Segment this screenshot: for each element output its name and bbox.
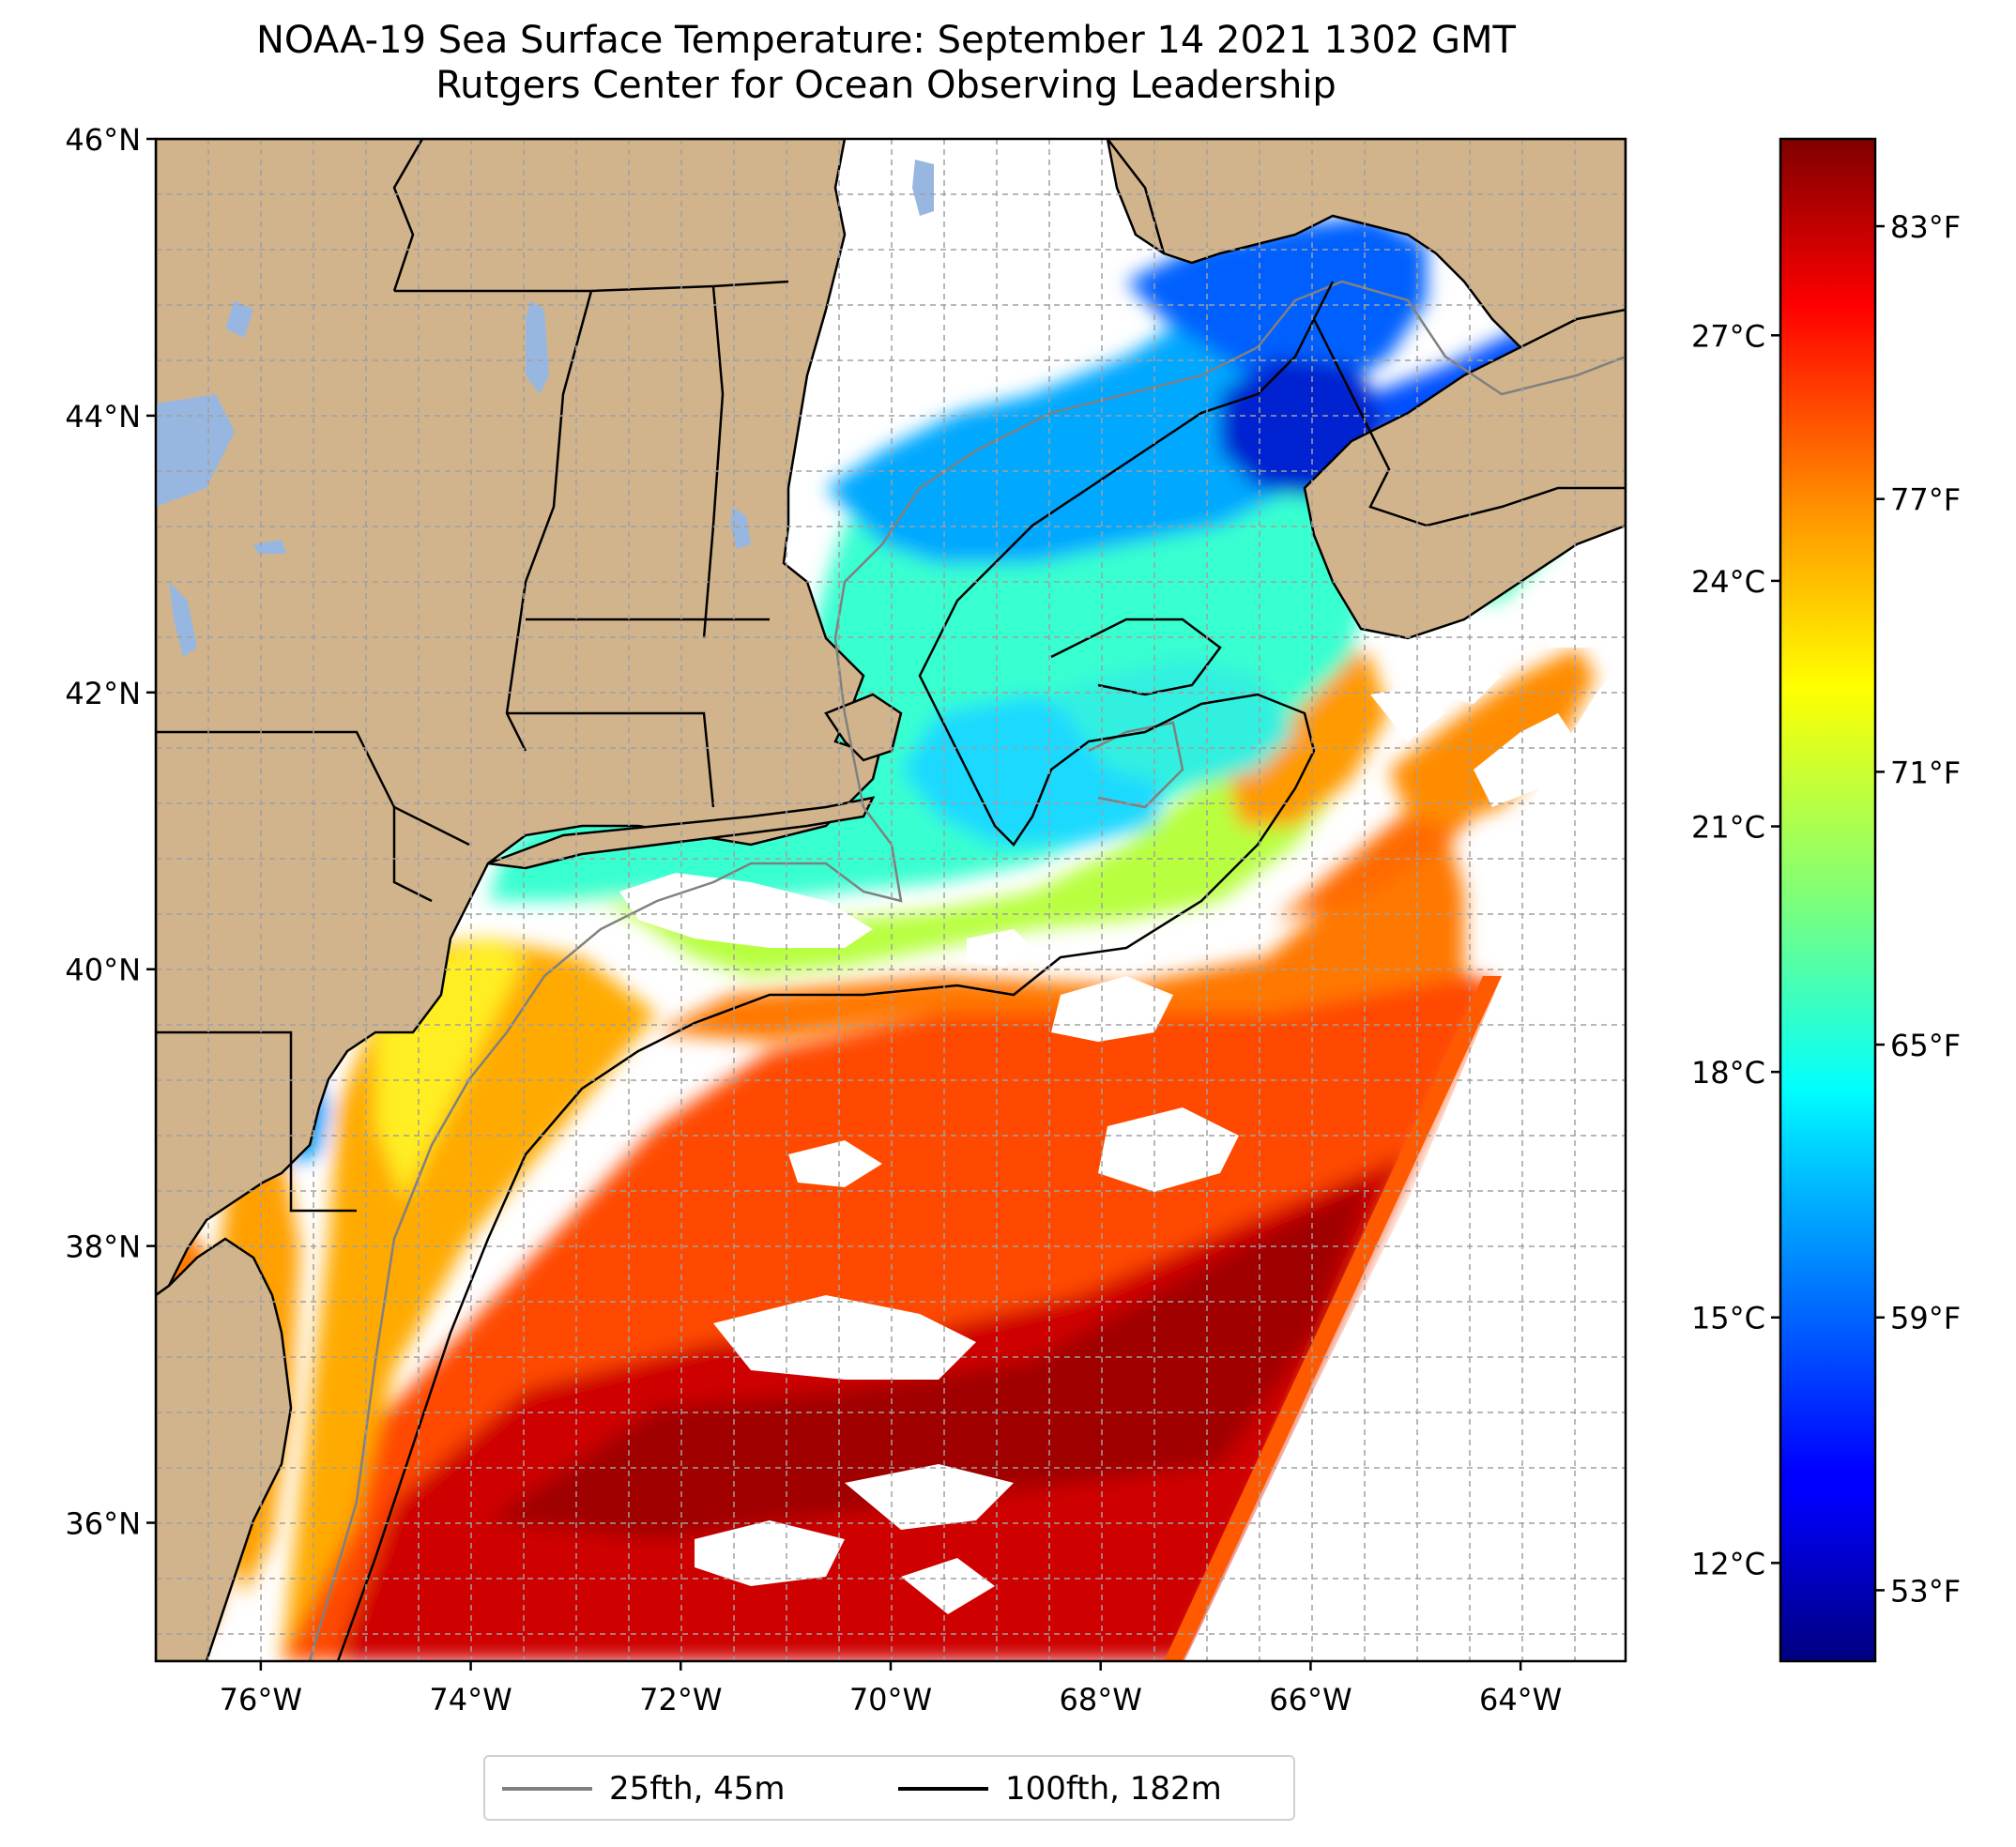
lon-tick-label: 72°W xyxy=(639,1682,722,1717)
fahrenheit-tick-label: 83°F xyxy=(1890,209,1961,245)
land xyxy=(156,139,1626,1661)
graticule xyxy=(156,139,1626,1661)
celsius-tick-label: 12°C xyxy=(1691,1546,1765,1581)
isobath-100fth xyxy=(336,281,1626,1661)
lon-tick-label: 68°W xyxy=(1060,1682,1142,1717)
map-subtitle: Rutgers Center for Ocean Observing Leade… xyxy=(435,64,1336,107)
lat-tick-label: 38°N xyxy=(65,1229,141,1265)
celsius-tick-label: 18°C xyxy=(1691,1055,1765,1091)
celsius-tick-label: 15°C xyxy=(1691,1301,1765,1336)
fahrenheit-tick-label: 59°F xyxy=(1890,1301,1961,1336)
lat-tick-label: 36°N xyxy=(65,1506,141,1542)
legend-swatch-100fth xyxy=(898,1787,988,1791)
map-title: NOAA-19 Sea Surface Temperature: Septemb… xyxy=(256,19,1516,62)
cloud-patches xyxy=(619,432,1614,1614)
fahrenheit-tick-label: 71°F xyxy=(1890,755,1961,790)
map-axis-ticks: 36°N 38°N 40°N 42°N 44°N 46°N 76°W 74°W 72°W 70°W… xyxy=(65,122,1562,1717)
legend-label-100fth: 100fth, 182m xyxy=(1005,1770,1222,1808)
lon-tick-label: 66°W xyxy=(1269,1682,1352,1717)
fahrenheit-tick-label: 65°F xyxy=(1890,1028,1961,1063)
lon-tick-label: 70°W xyxy=(849,1682,932,1717)
map-panel xyxy=(156,139,1626,1661)
celsius-tick-label: 27°C xyxy=(1691,318,1765,354)
legend-entry-100fth: 100fth, 182m xyxy=(898,1768,1222,1809)
lat-tick-label: 40°N xyxy=(65,953,141,988)
legend-label-25fth: 25fth, 45m xyxy=(609,1770,786,1808)
celsius-tick-label: 24°C xyxy=(1691,564,1765,600)
lon-tick-label: 64°W xyxy=(1479,1682,1562,1717)
celsius-tick-label: 21°C xyxy=(1691,810,1765,846)
swath-boundary xyxy=(1164,976,1502,1661)
lon-tick-label: 74°W xyxy=(429,1682,512,1717)
fahrenheit-tick-label: 77°F xyxy=(1890,482,1961,518)
fahrenheit-tick-label: 53°F xyxy=(1890,1573,1961,1609)
lon-tick-label: 76°W xyxy=(220,1682,302,1717)
swath-edge xyxy=(1184,657,1626,1661)
colorbar-ticks: 12°C 15°C 18°C 21°C 24°C 27°C 53°F 59°F 65°F 71°F… xyxy=(1691,209,1961,1609)
legend-swatch-25fth xyxy=(502,1787,592,1791)
legend-entry-25fth: 25fth, 45m xyxy=(502,1768,786,1809)
lat-tick-label: 44°N xyxy=(65,399,141,435)
isobath-legend: 25fth, 45m 100fth, 182m xyxy=(483,1755,1295,1821)
lat-tick-label: 42°N xyxy=(65,676,141,711)
colorbar xyxy=(1779,137,1877,1663)
lakes xyxy=(156,160,934,657)
lat-tick-label: 46°N xyxy=(65,122,141,158)
state-borders xyxy=(156,139,1166,1213)
